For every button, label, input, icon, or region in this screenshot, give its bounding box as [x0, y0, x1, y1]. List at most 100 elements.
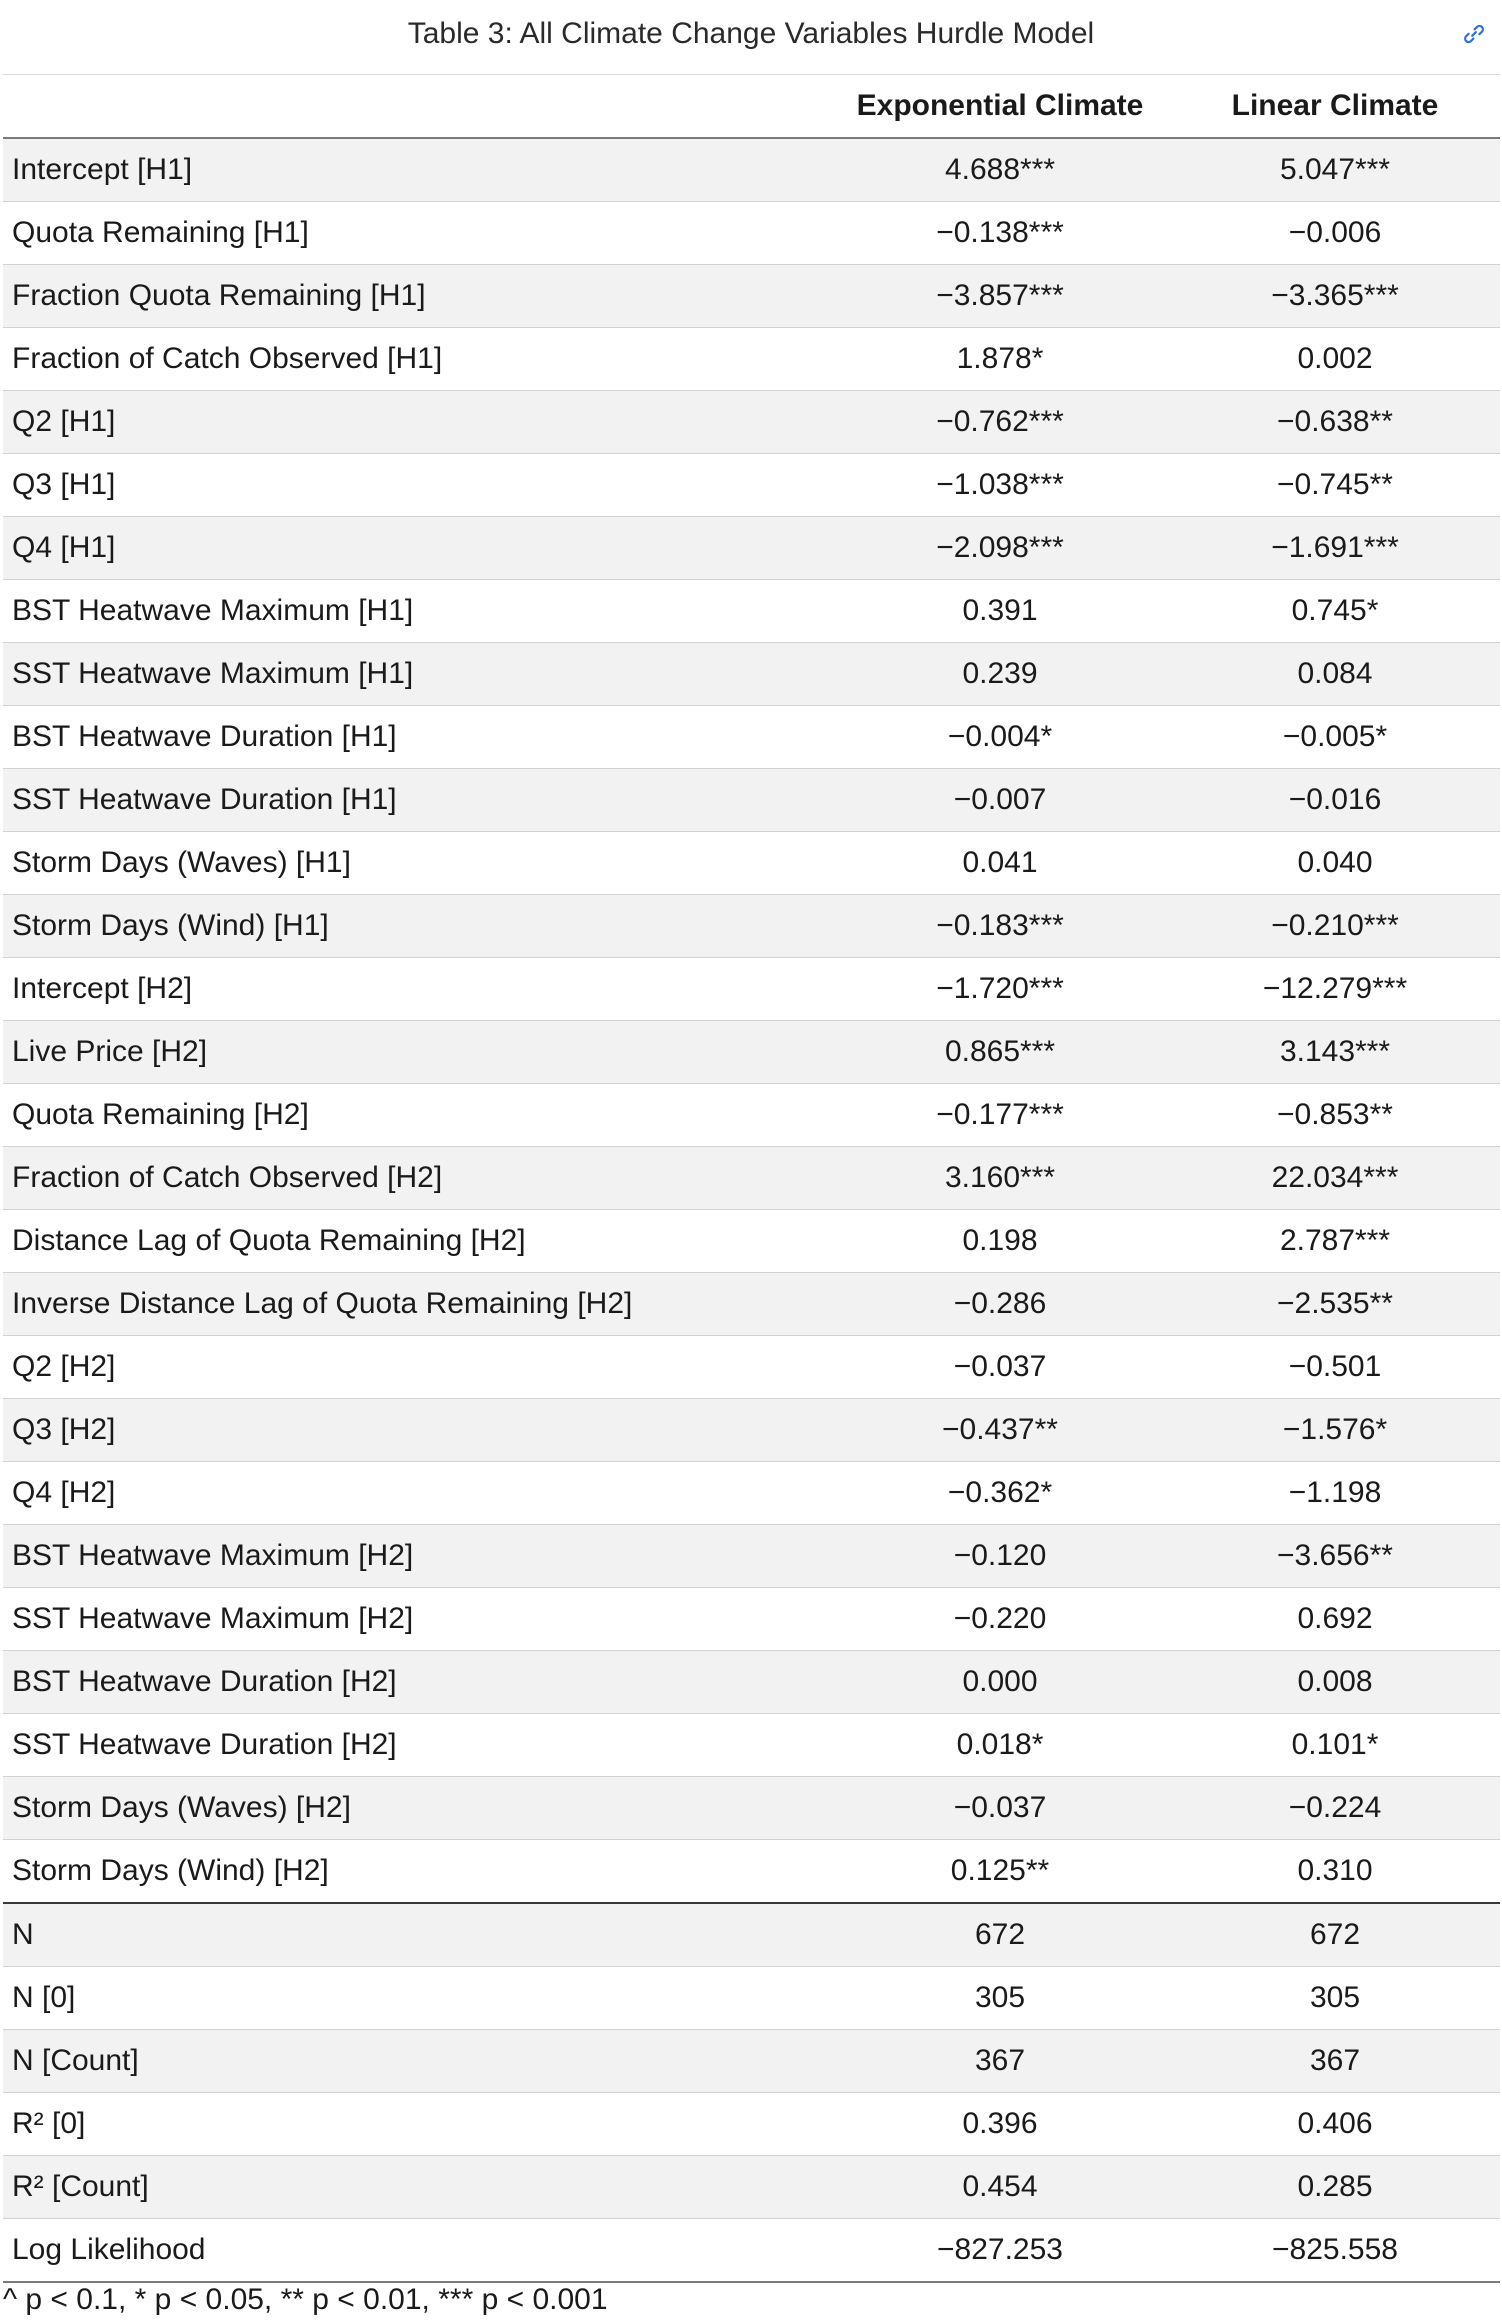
linear-climate-value: 672	[1170, 1902, 1500, 1967]
coefficient-row: Q4 [H1] −2.098*** −1.691***	[3, 516, 1500, 580]
row-label: Q3 [H2]	[3, 1398, 830, 1462]
row-label: Q4 [H1]	[3, 516, 830, 580]
row-label: BST Heatwave Maximum [H1]	[3, 579, 830, 643]
exponential-climate-value: 0.018*	[830, 1713, 1170, 1777]
table-header: Exponential Climate Linear Climate	[3, 74, 1500, 139]
linear-climate-value: −12.279***	[1170, 957, 1500, 1021]
coefficient-row: BST Heatwave Duration [H2] 0.000 0.008	[3, 1650, 1500, 1714]
exponential-climate-value: −0.120	[830, 1524, 1170, 1588]
exponential-climate-value: −0.037	[830, 1776, 1170, 1840]
coefficient-row: Q3 [H1] −1.038*** −0.745**	[3, 453, 1500, 517]
row-label: SST Heatwave Duration [H1]	[3, 768, 830, 832]
linear-climate-value: −825.558	[1170, 2218, 1500, 2283]
coefficient-row: Storm Days (Wind) [H1] −0.183*** −0.210***	[3, 894, 1500, 958]
exponential-climate-value: −0.762***	[830, 390, 1170, 454]
exponential-climate-value: 305	[830, 1966, 1170, 2030]
linear-climate-value: 0.002	[1170, 327, 1500, 391]
coefficient-row: Q3 [H2] −0.437** −1.576*	[3, 1398, 1500, 1462]
exponential-climate-value: −0.177***	[830, 1083, 1170, 1147]
row-label: Live Price [H2]	[3, 1020, 830, 1084]
linear-climate-value: 305	[1170, 1966, 1500, 2030]
linear-climate-value: −2.535**	[1170, 1272, 1500, 1336]
exponential-climate-value: −0.183***	[830, 894, 1170, 958]
coefficient-row: BST Heatwave Maximum [H1] 0.391 0.745*	[3, 579, 1500, 643]
statistic-row: R² [0] 0.396 0.406	[3, 2092, 1500, 2156]
row-label: Fraction of Catch Observed [H2]	[3, 1146, 830, 1210]
linear-climate-value: −3.365***	[1170, 264, 1500, 328]
exponential-climate-value: 1.878*	[830, 327, 1170, 391]
exponential-climate-value: 0.041	[830, 831, 1170, 895]
row-label: Distance Lag of Quota Remaining [H2]	[3, 1209, 830, 1273]
coefficient-row: Live Price [H2] 0.865*** 3.143***	[3, 1020, 1500, 1084]
coefficient-row: Fraction of Catch Observed [H1] 1.878* 0.0…	[3, 327, 1500, 391]
row-label: Storm Days (Waves) [H2]	[3, 1776, 830, 1840]
row-label: Intercept [H2]	[3, 957, 830, 1021]
table-caption: Table 3: All Climate Change Variables Hu…	[407, 17, 1095, 50]
coefficient-row: Quota Remaining [H2] −0.177*** −0.853**	[3, 1083, 1500, 1147]
exponential-climate-value: −0.138***	[830, 201, 1170, 265]
row-label: Quota Remaining [H1]	[3, 201, 830, 265]
row-label: R² [Count]	[3, 2155, 830, 2219]
statistic-row: R² [Count] 0.454 0.285	[3, 2155, 1500, 2219]
exponential-climate-value: 672	[830, 1902, 1170, 1967]
row-label: Fraction of Catch Observed [H1]	[3, 327, 830, 391]
coefficient-row: SST Heatwave Maximum [H2] −0.220 0.692	[3, 1587, 1500, 1651]
exponential-climate-value: 0.865***	[830, 1020, 1170, 1084]
linear-climate-value: 3.143***	[1170, 1020, 1500, 1084]
linear-climate-value: 0.040	[1170, 831, 1500, 895]
header-label	[3, 74, 830, 139]
exponential-climate-value: 0.391	[830, 579, 1170, 643]
coefficient-row: SST Heatwave Duration [H2] 0.018* 0.101*	[3, 1713, 1500, 1777]
coefficient-row: Q2 [H1] −0.762*** −0.638**	[3, 390, 1500, 454]
linear-climate-value: 0.406	[1170, 2092, 1500, 2156]
coefficient-row: Quota Remaining [H1] −0.138*** −0.006	[3, 201, 1500, 265]
linear-climate-value: −1.198	[1170, 1461, 1500, 1525]
row-label: R² [0]	[3, 2092, 830, 2156]
exponential-climate-value: 367	[830, 2029, 1170, 2093]
linear-climate-value: 22.034***	[1170, 1146, 1500, 1210]
coefficient-row: Q2 [H2] −0.037 −0.501	[3, 1335, 1500, 1399]
row-label: BST Heatwave Maximum [H2]	[3, 1524, 830, 1588]
row-label: SST Heatwave Maximum [H1]	[3, 642, 830, 706]
header-linear-climate: Linear Climate	[1170, 74, 1500, 139]
row-label: Q2 [H2]	[3, 1335, 830, 1399]
linear-climate-value: −0.210***	[1170, 894, 1500, 958]
exponential-climate-value: 0.000	[830, 1650, 1170, 1714]
link-icon-svg	[1464, 24, 1484, 44]
row-label: Intercept [H1]	[3, 138, 830, 202]
linear-climate-value: 367	[1170, 2029, 1500, 2093]
statistic-row: N [0] 305 305	[3, 1966, 1500, 2030]
exponential-climate-value: 0.454	[830, 2155, 1170, 2219]
coefficient-row: SST Heatwave Maximum [H1] 0.239 0.084	[3, 642, 1500, 706]
linear-climate-value: −0.016	[1170, 768, 1500, 832]
row-label: N [0]	[3, 1966, 830, 2030]
coefficient-row: BST Heatwave Maximum [H2] −0.120 −3.656**	[3, 1524, 1500, 1588]
linear-climate-value: −1.576*	[1170, 1398, 1500, 1462]
row-label: Storm Days (Waves) [H1]	[3, 831, 830, 895]
row-label: Q3 [H1]	[3, 453, 830, 517]
link-icon[interactable]	[1462, 22, 1486, 46]
row-label: Inverse Distance Lag of Quota Remaining …	[3, 1272, 830, 1336]
exponential-climate-value: −0.220	[830, 1587, 1170, 1651]
row-label: SST Heatwave Duration [H2]	[3, 1713, 830, 1777]
exponential-climate-value: 0.396	[830, 2092, 1170, 2156]
exponential-climate-value: −3.857***	[830, 264, 1170, 328]
coefficient-row: SST Heatwave Duration [H1] −0.007 −0.016	[3, 768, 1500, 832]
row-label: Q2 [H1]	[3, 390, 830, 454]
row-label: SST Heatwave Maximum [H2]	[3, 1587, 830, 1651]
linear-climate-value: −0.853**	[1170, 1083, 1500, 1147]
header-row: Exponential Climate Linear Climate	[3, 74, 1500, 139]
linear-climate-value: 0.745*	[1170, 579, 1500, 643]
coefficient-row: Intercept [H2] −1.720*** −12.279***	[3, 957, 1500, 1021]
linear-climate-value: 0.101*	[1170, 1713, 1500, 1777]
header-exponential-climate: Exponential Climate	[830, 74, 1170, 139]
linear-climate-value: −0.638**	[1170, 390, 1500, 454]
row-label: BST Heatwave Duration [H2]	[3, 1650, 830, 1714]
exponential-climate-value: −2.098***	[830, 516, 1170, 580]
row-label: Fraction Quota Remaining [H1]	[3, 264, 830, 328]
exponential-climate-value: −0.437**	[830, 1398, 1170, 1462]
linear-climate-value: 0.310	[1170, 1839, 1500, 1904]
linear-climate-value: 0.008	[1170, 1650, 1500, 1714]
statistic-row: N 672 672	[3, 1902, 1500, 1967]
